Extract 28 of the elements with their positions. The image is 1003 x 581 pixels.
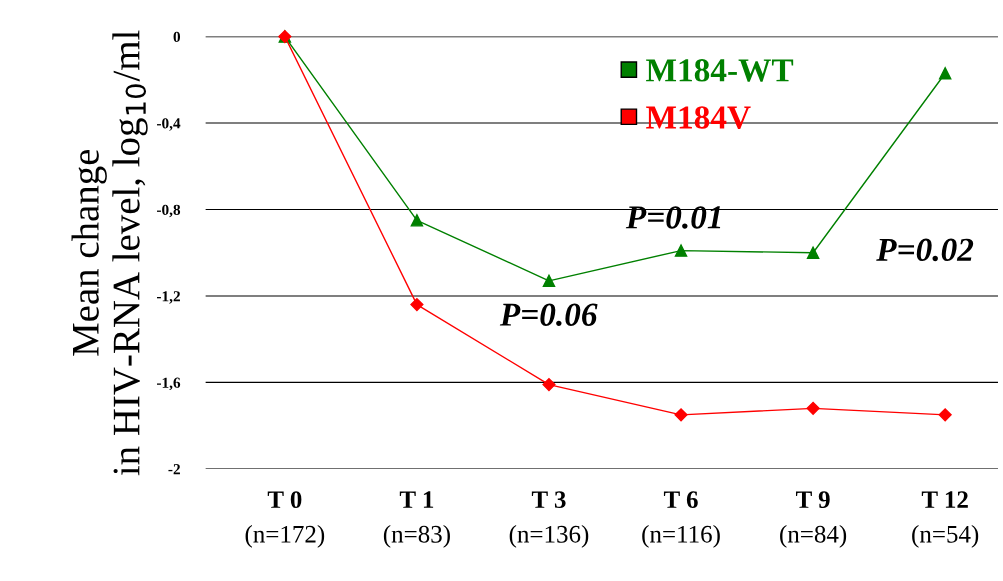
y-axis-title: Mean change in HIV-RNA level, log$_{10}$/ml <box>71 30 148 476</box>
annotation: P=0.01 <box>625 206 721 229</box>
point <box>938 408 952 422</box>
point <box>674 244 688 257</box>
point <box>410 214 424 227</box>
y-tick-label: -1,6 <box>156 377 181 391</box>
x-tick-label: T 1 (n=83) <box>383 491 450 548</box>
point <box>806 246 820 259</box>
x-tick-label: T 6 (n=116) <box>642 491 720 548</box>
point <box>542 377 556 392</box>
x-tick-label: T 9 (n=84) <box>780 491 847 548</box>
y-tick-label: -1,2 <box>156 291 180 304</box>
point <box>674 408 688 422</box>
point <box>938 67 952 80</box>
y-tick-label: -0,8 <box>156 204 181 218</box>
y-tick-label: -2 <box>168 464 180 475</box>
x-tick-label: T 12 (n=54) <box>912 491 979 548</box>
point <box>410 298 424 312</box>
legend-label: M184V <box>646 106 751 129</box>
y-tick-label: 0 <box>173 31 181 43</box>
annotation: P=0.06 <box>499 303 598 327</box>
point <box>806 401 820 415</box>
x-tick-label: T 3 (n=136) <box>509 491 589 548</box>
legend-label: M184-WT <box>646 59 794 82</box>
annotation: P=0.02 <box>876 238 974 262</box>
x-tick-label: T 0 (n=172) <box>245 491 325 548</box>
y-tick-label: -0,4 <box>156 118 181 131</box>
point <box>542 274 556 288</box>
